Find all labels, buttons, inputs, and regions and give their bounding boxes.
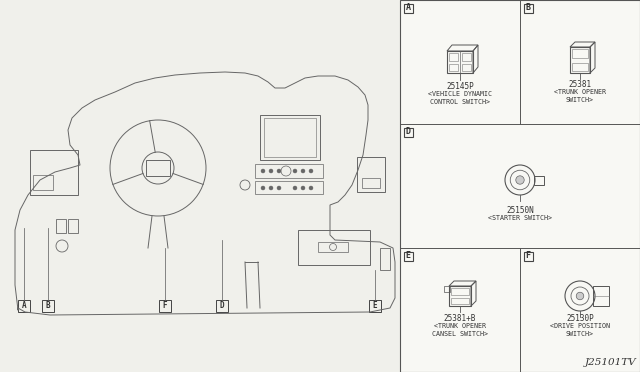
Bar xyxy=(400,0,640,372)
Text: 25130P: 25130P xyxy=(566,314,594,323)
Circle shape xyxy=(293,169,297,173)
Text: A: A xyxy=(22,301,26,311)
Bar xyxy=(362,178,380,188)
Bar xyxy=(216,300,228,312)
Bar xyxy=(524,251,532,260)
Text: 25381+B: 25381+B xyxy=(444,314,476,323)
Bar xyxy=(524,3,532,13)
Bar xyxy=(260,115,320,160)
Bar xyxy=(30,150,78,195)
Bar xyxy=(572,63,588,71)
Text: <VEHICLE DYNAMIC: <VEHICLE DYNAMIC xyxy=(428,91,492,97)
Circle shape xyxy=(269,169,273,173)
Circle shape xyxy=(516,176,524,184)
Text: <TRUNK OPENER: <TRUNK OPENER xyxy=(554,89,606,95)
Text: J25101TV: J25101TV xyxy=(584,358,636,367)
Bar xyxy=(570,47,590,73)
Text: CANSEL SWITCH>: CANSEL SWITCH> xyxy=(432,331,488,337)
Text: CONTROL SWITCH>: CONTROL SWITCH> xyxy=(430,99,490,105)
Bar xyxy=(255,181,323,194)
Bar xyxy=(380,248,390,270)
Bar xyxy=(449,53,458,61)
Bar xyxy=(534,176,544,185)
Bar xyxy=(593,286,609,306)
Bar xyxy=(255,164,323,178)
Circle shape xyxy=(277,186,281,190)
Text: D: D xyxy=(220,301,224,311)
Bar xyxy=(451,288,469,295)
Text: SWITCH>: SWITCH> xyxy=(566,331,594,337)
Circle shape xyxy=(301,186,305,190)
Circle shape xyxy=(269,186,273,190)
Bar xyxy=(447,51,473,73)
Text: <STARTER SWITCH>: <STARTER SWITCH> xyxy=(488,215,552,221)
Bar xyxy=(403,3,413,13)
Circle shape xyxy=(261,186,265,190)
Text: B: B xyxy=(525,3,531,13)
Bar xyxy=(318,242,348,252)
Circle shape xyxy=(576,292,584,300)
Bar xyxy=(403,128,413,137)
Bar xyxy=(451,298,469,304)
Circle shape xyxy=(293,186,297,190)
Bar xyxy=(264,118,316,157)
Text: F: F xyxy=(525,251,531,260)
Text: E: E xyxy=(372,301,378,311)
Text: D: D xyxy=(406,128,410,137)
Bar xyxy=(56,219,66,233)
Text: <TRUNK OPENER: <TRUNK OPENER xyxy=(434,323,486,329)
Bar xyxy=(369,300,381,312)
Bar xyxy=(449,64,458,71)
Text: SWITCH>: SWITCH> xyxy=(566,97,594,103)
Bar xyxy=(42,300,54,312)
Text: F: F xyxy=(163,301,167,311)
Text: <DRIVE POSITION: <DRIVE POSITION xyxy=(550,323,610,329)
Bar xyxy=(357,157,385,192)
Bar xyxy=(18,300,30,312)
Bar xyxy=(403,251,413,260)
Bar xyxy=(68,219,78,233)
Bar xyxy=(146,160,170,176)
Bar xyxy=(572,49,588,58)
Bar xyxy=(444,286,450,292)
Text: 25150N: 25150N xyxy=(506,206,534,215)
Circle shape xyxy=(309,169,313,173)
Text: A: A xyxy=(406,3,410,13)
Circle shape xyxy=(309,186,313,190)
Bar xyxy=(298,230,370,265)
Bar xyxy=(462,53,471,61)
Text: 25145P: 25145P xyxy=(446,82,474,91)
Text: E: E xyxy=(406,251,410,260)
Bar xyxy=(33,175,53,190)
Circle shape xyxy=(261,169,265,173)
Text: B: B xyxy=(45,301,51,311)
Circle shape xyxy=(301,169,305,173)
Bar xyxy=(462,64,471,71)
Circle shape xyxy=(277,169,281,173)
Bar xyxy=(159,300,171,312)
Text: 25381: 25381 xyxy=(568,80,591,89)
Bar xyxy=(449,286,471,306)
